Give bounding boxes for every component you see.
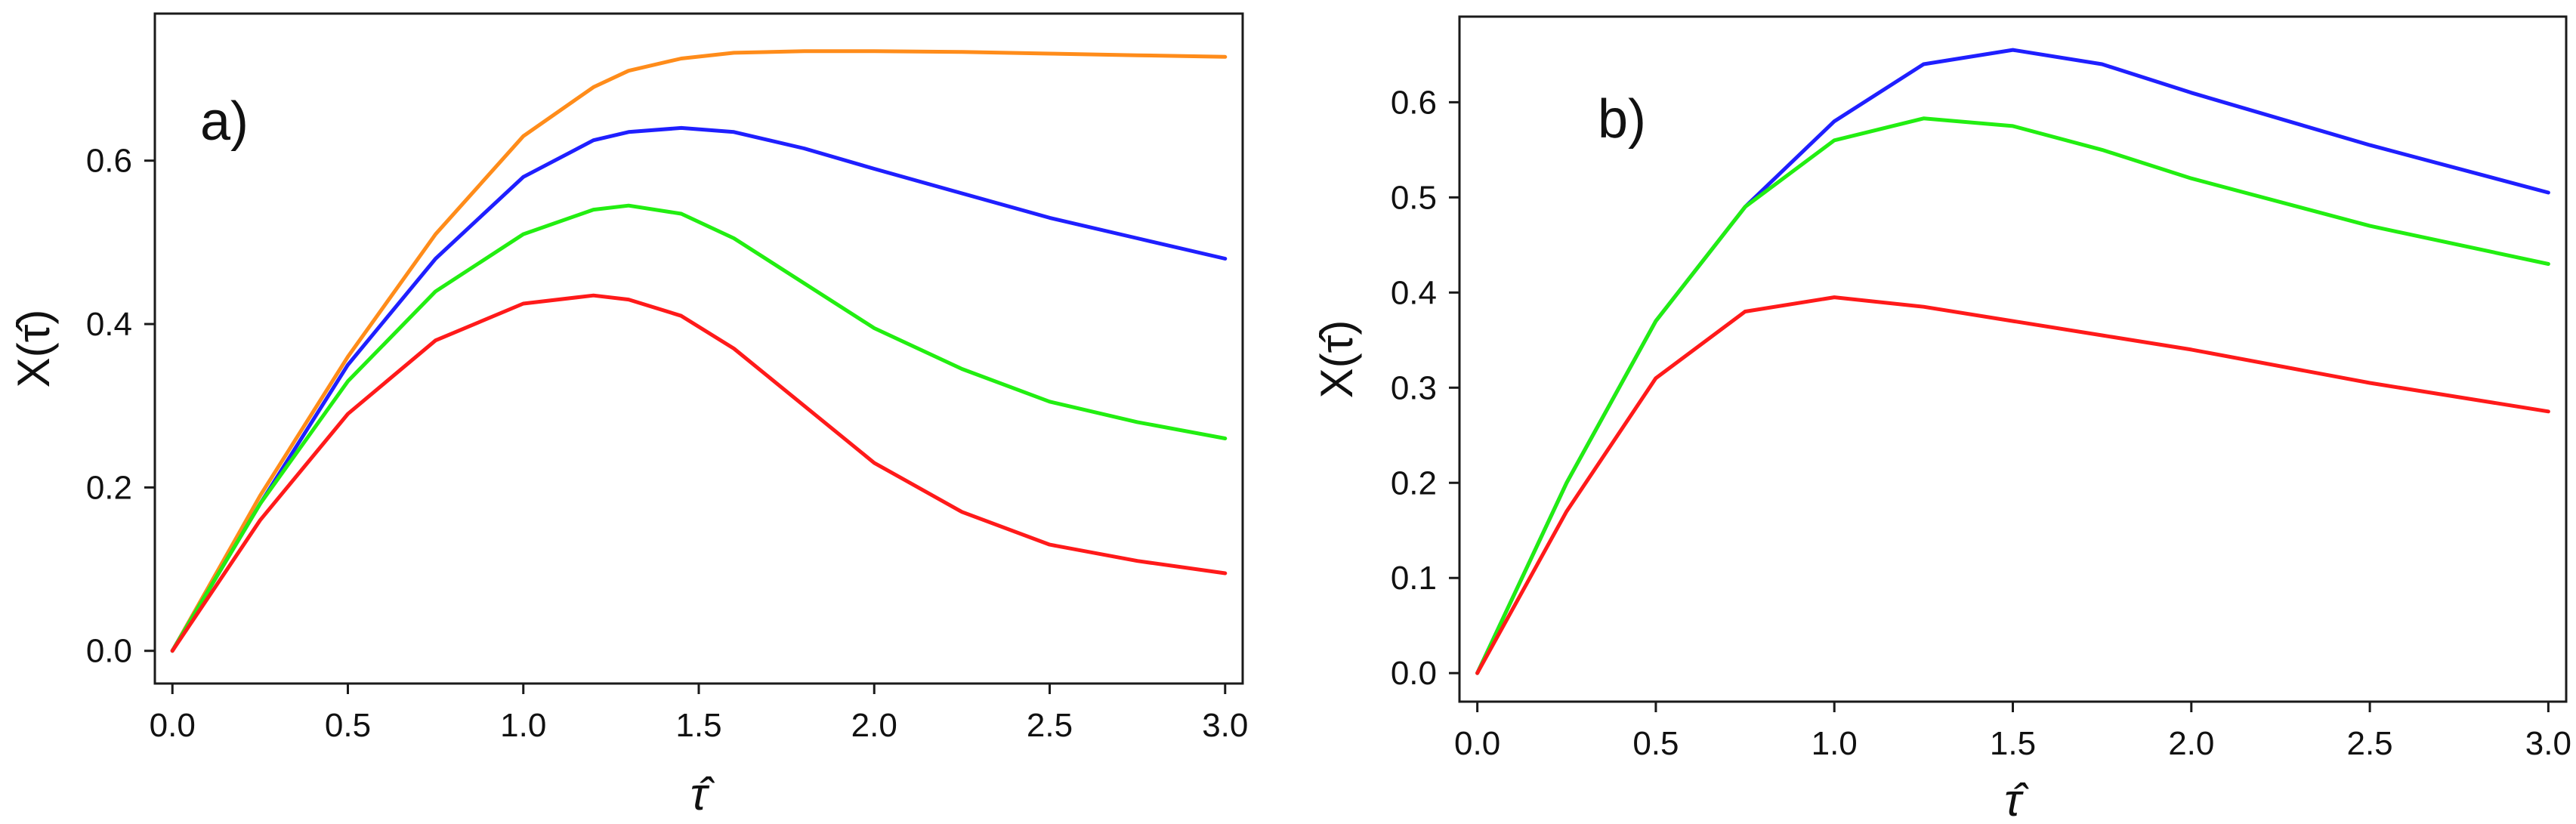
x-tick-label: 2.5 (1027, 707, 1073, 744)
y-tick-label: 0.2 (1391, 464, 1437, 501)
x-tick-label: 0.0 (1454, 725, 1500, 762)
y-tick-label: 0.5 (1391, 179, 1437, 216)
y-tick-label: 0.6 (1391, 84, 1437, 121)
x-tick-label: 1.5 (675, 707, 721, 744)
y-axis-label: X(τ̂) (8, 310, 59, 388)
x-tick-label: 2.0 (851, 707, 897, 744)
plot-frame (153, 12, 1244, 685)
y-tick-label: 0.1 (1391, 560, 1437, 597)
x-tick-label: 0.5 (1632, 725, 1679, 762)
y-tick-label: 0.2 (86, 469, 132, 506)
x-tick-label: 0.0 (150, 707, 196, 744)
x-tick-label: 2.5 (2346, 725, 2392, 762)
panel-label: a) (200, 91, 249, 152)
series-line-red (1475, 295, 2550, 675)
x-axis-label: τ̂ (690, 769, 715, 819)
panel-b-chart: 0.0 0.5 1.0 1.5 2.0 2.5 3.0 0.0 0.1 0.2 0.3 0.4 0.5 0… (1311, 15, 2571, 824)
y-tick-label: 0.0 (86, 633, 132, 670)
x-tick-label: 3.0 (1202, 707, 1248, 744)
x-axis-label: τ̂ (2004, 775, 2028, 824)
y-tick-label: 0.6 (86, 143, 132, 180)
y-axis-label: X(τ̂) (1311, 320, 1362, 399)
series-line-green (170, 203, 1228, 653)
x-tick-label: 1.0 (1812, 725, 1858, 762)
x-tick-label: 2.0 (2168, 725, 2214, 762)
series-line-green (1475, 116, 2550, 675)
y-tick-label: 0.4 (1391, 274, 1437, 311)
panel-a-chart: 0.0 0.5 1.0 1.5 2.0 2.5 3.0 0.0 0.2 0.4 0.6 a) τ̂ X(τ… (8, 12, 1248, 819)
x-tick-label: 3.0 (2525, 725, 2571, 762)
y-tick-label: 0.4 (86, 306, 132, 343)
y-tick-label: 0.0 (1391, 655, 1437, 692)
y-tick-label: 0.3 (1391, 369, 1437, 406)
x-tick-label: 1.5 (1990, 725, 2036, 762)
series-line-orange (170, 49, 1228, 653)
series-line-blue (170, 125, 1228, 653)
panel-label: b) (1598, 89, 1646, 150)
x-tick-label: 0.5 (325, 707, 371, 744)
series-line-red (170, 293, 1228, 653)
x-tick-label: 1.0 (500, 707, 546, 744)
